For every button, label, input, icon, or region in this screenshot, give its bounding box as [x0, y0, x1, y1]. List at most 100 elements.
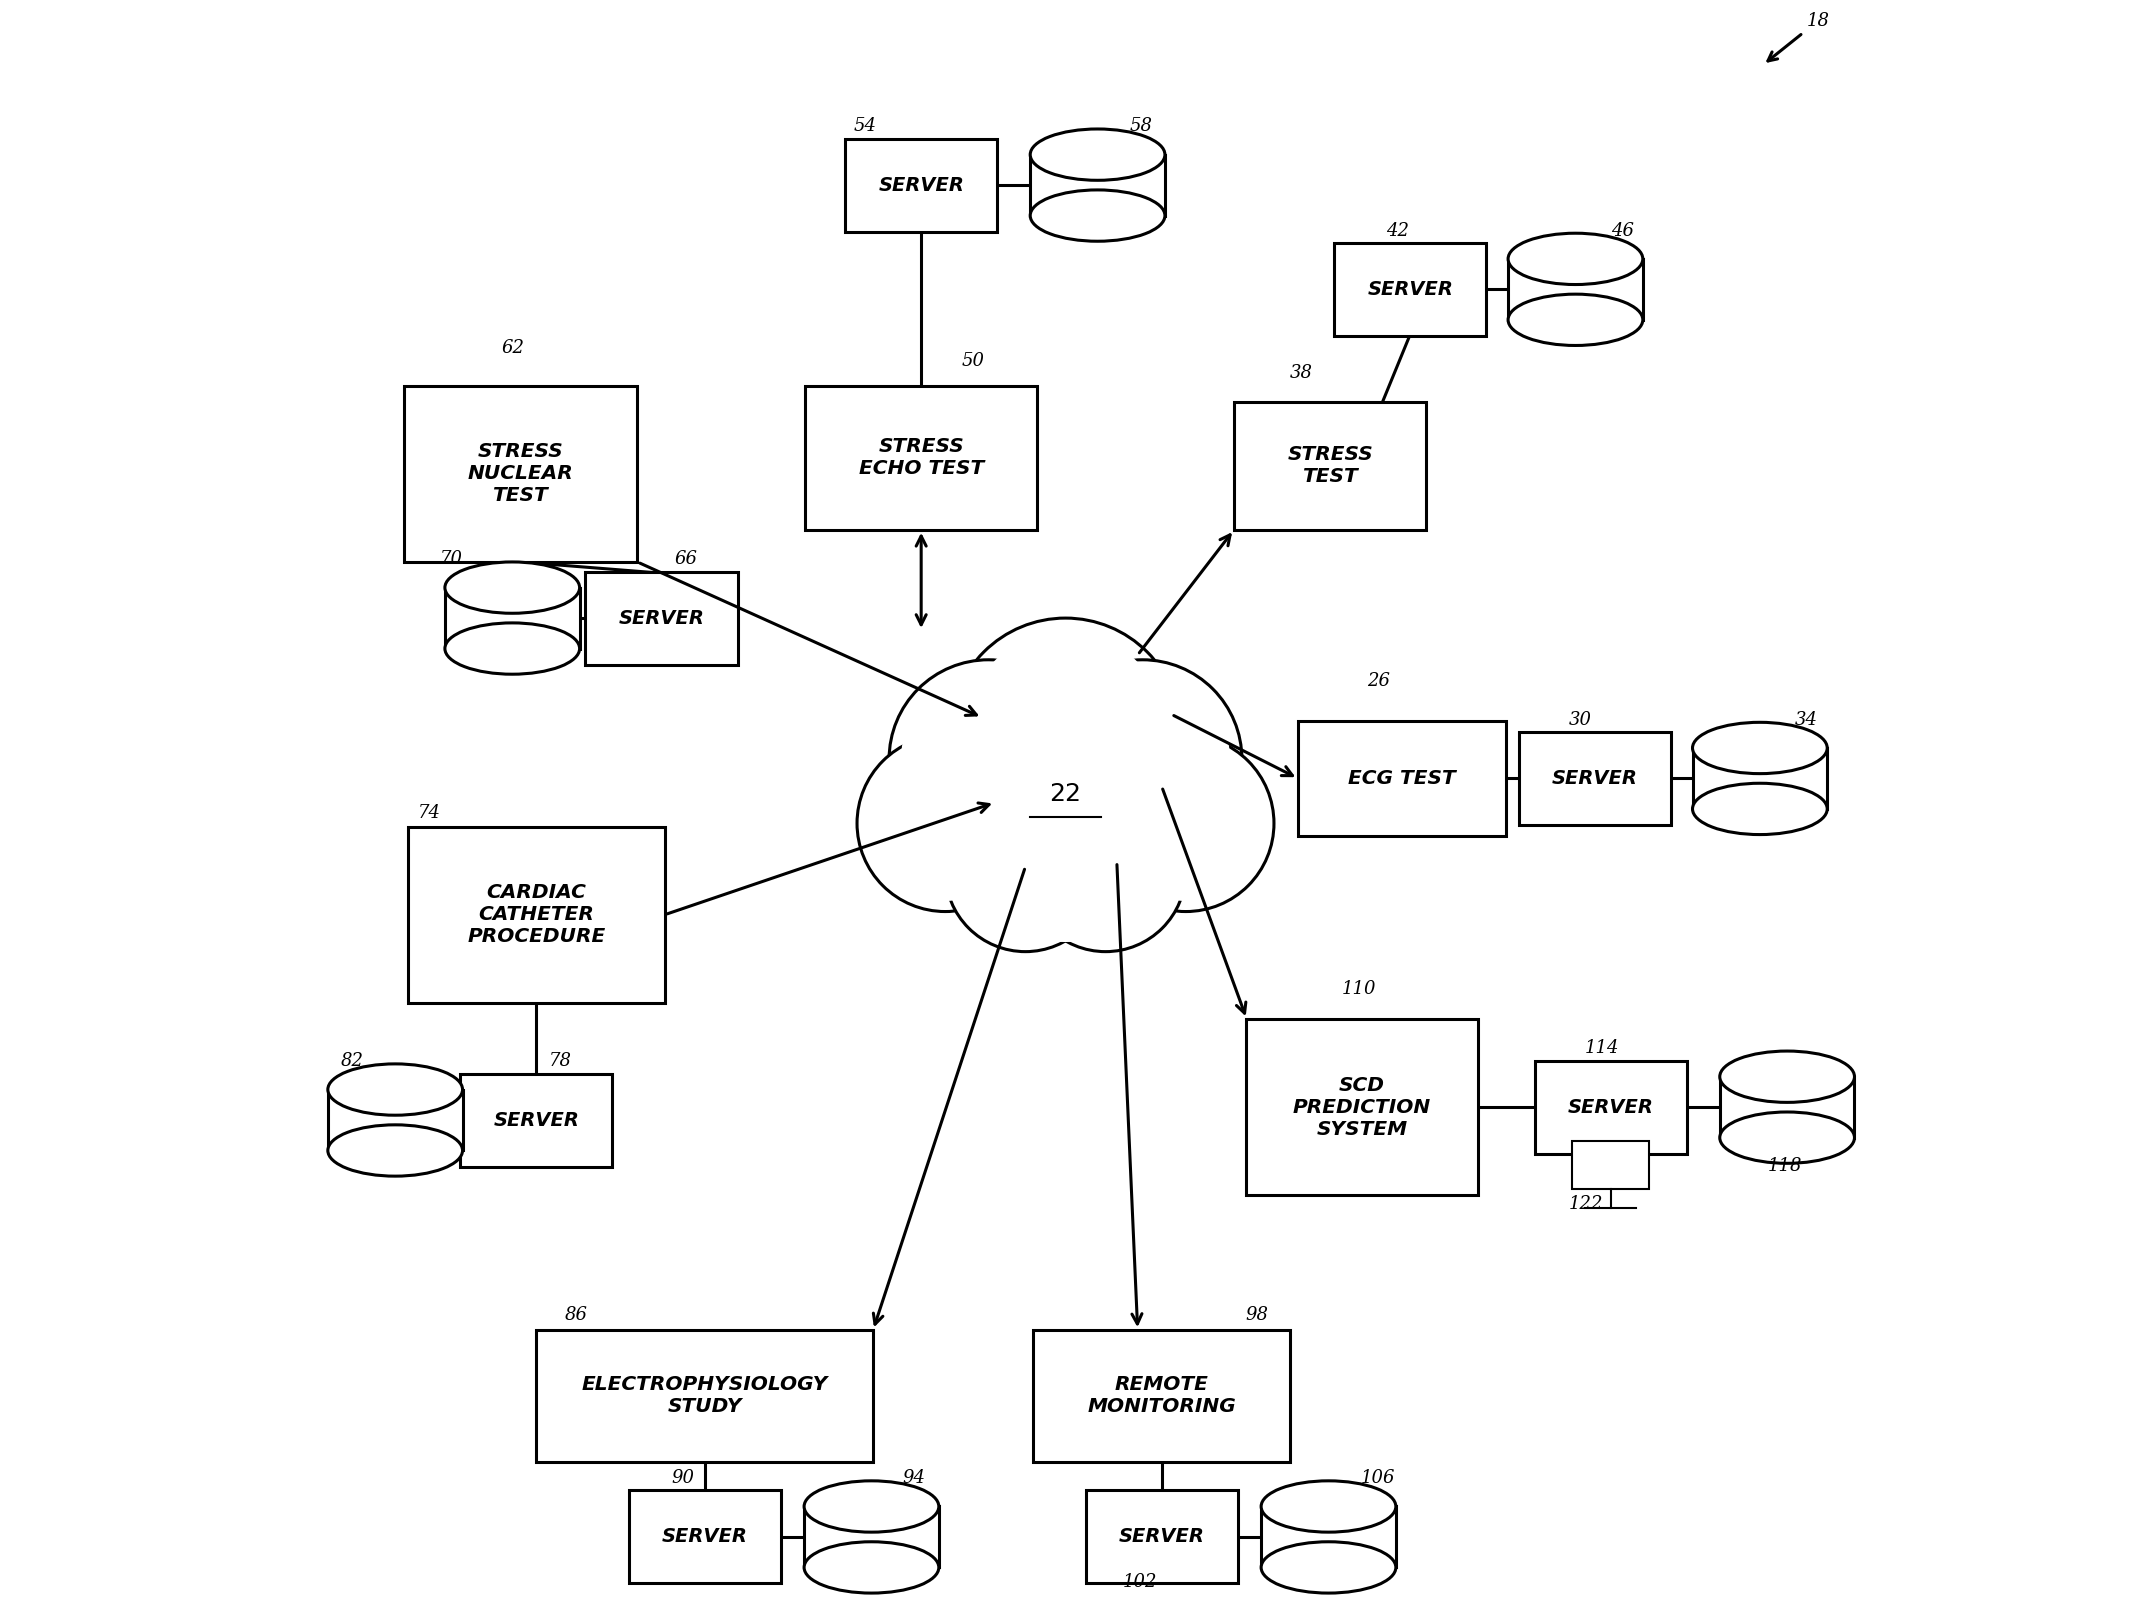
Circle shape — [1025, 791, 1185, 952]
Bar — [1085, 1491, 1238, 1584]
Text: SERVER: SERVER — [663, 1528, 748, 1547]
Circle shape — [901, 672, 1076, 847]
Text: 50: 50 — [961, 351, 985, 369]
Circle shape — [955, 801, 1095, 942]
Bar — [460, 1074, 612, 1167]
Text: ECG TEST: ECG TEST — [1349, 769, 1455, 788]
Text: 26: 26 — [1366, 672, 1389, 690]
Ellipse shape — [1029, 189, 1166, 241]
Ellipse shape — [1029, 128, 1166, 180]
Text: 74: 74 — [418, 804, 441, 822]
Bar — [1534, 1061, 1688, 1154]
Ellipse shape — [445, 562, 580, 613]
Text: 66: 66 — [673, 551, 697, 568]
Text: ELECTROPHYSIOLOGY
STUDY: ELECTROPHYSIOLOGY STUDY — [582, 1375, 827, 1416]
Ellipse shape — [1509, 233, 1643, 284]
Circle shape — [929, 674, 1202, 947]
Text: 114: 114 — [1585, 1040, 1620, 1058]
Polygon shape — [1509, 258, 1643, 319]
Text: REMOTE
MONITORING: REMOTE MONITORING — [1087, 1375, 1236, 1416]
Text: 62: 62 — [501, 339, 524, 356]
Circle shape — [1108, 746, 1264, 900]
Polygon shape — [1262, 1507, 1396, 1568]
Ellipse shape — [445, 623, 580, 674]
Circle shape — [933, 679, 1198, 942]
Text: SERVER: SERVER — [1368, 279, 1453, 299]
Bar — [1573, 1141, 1649, 1189]
Polygon shape — [1720, 1077, 1854, 1138]
Circle shape — [963, 632, 1168, 835]
Text: 94: 94 — [901, 1469, 925, 1488]
Circle shape — [950, 618, 1181, 849]
Text: 70: 70 — [441, 551, 462, 568]
Bar — [1334, 242, 1487, 335]
Text: SCD
PREDICTION
SYSTEM: SCD PREDICTION SYSTEM — [1294, 1075, 1432, 1138]
Circle shape — [1097, 735, 1274, 912]
Circle shape — [857, 735, 1034, 912]
Circle shape — [1055, 672, 1230, 847]
Text: 22: 22 — [1048, 783, 1083, 806]
Text: 18: 18 — [1807, 11, 1828, 29]
Text: 42: 42 — [1387, 221, 1409, 239]
Bar — [586, 571, 737, 664]
Text: 54: 54 — [855, 117, 876, 135]
Ellipse shape — [328, 1064, 462, 1115]
Text: 58: 58 — [1129, 117, 1153, 135]
Bar — [629, 1491, 780, 1584]
Text: 34: 34 — [1794, 711, 1818, 729]
Ellipse shape — [328, 1125, 462, 1176]
Polygon shape — [445, 587, 580, 648]
Circle shape — [1042, 660, 1242, 859]
Text: SERVER: SERVER — [1119, 1528, 1204, 1547]
Bar — [407, 827, 665, 1003]
Text: CARDIAC
CATHETER
PROCEDURE: CARDIAC CATHETER PROCEDURE — [467, 883, 605, 947]
Ellipse shape — [1692, 783, 1826, 835]
Ellipse shape — [1720, 1112, 1854, 1164]
Ellipse shape — [1509, 294, 1643, 345]
Circle shape — [950, 618, 1181, 849]
Text: 78: 78 — [550, 1053, 571, 1071]
Text: SERVER: SERVER — [1551, 769, 1637, 788]
Bar — [1247, 1019, 1479, 1196]
Bar — [846, 138, 997, 231]
Circle shape — [889, 660, 1089, 859]
Text: 82: 82 — [341, 1053, 364, 1071]
Text: 30: 30 — [1568, 711, 1592, 729]
Text: STRESS
NUCLEAR
TEST: STRESS NUCLEAR TEST — [467, 443, 573, 506]
Bar — [1519, 732, 1671, 825]
Text: STRESS
TEST: STRESS TEST — [1287, 445, 1372, 486]
Ellipse shape — [1262, 1542, 1396, 1594]
Ellipse shape — [1262, 1481, 1396, 1533]
Text: SERVER: SERVER — [618, 608, 705, 628]
Polygon shape — [1692, 748, 1826, 809]
Circle shape — [1025, 791, 1185, 952]
Text: 122: 122 — [1568, 1196, 1603, 1213]
Circle shape — [1097, 735, 1274, 912]
Bar — [1234, 401, 1426, 530]
Circle shape — [946, 791, 1106, 952]
Text: SERVER: SERVER — [1568, 1098, 1654, 1117]
Bar — [1298, 721, 1507, 836]
Circle shape — [857, 735, 1034, 912]
Polygon shape — [803, 1507, 940, 1568]
Text: 86: 86 — [565, 1306, 588, 1324]
Text: 98: 98 — [1245, 1306, 1268, 1324]
Text: 118: 118 — [1769, 1157, 1803, 1175]
Polygon shape — [328, 1090, 462, 1151]
Text: STRESS
ECHO TEST: STRESS ECHO TEST — [859, 437, 985, 478]
Text: SERVER: SERVER — [494, 1111, 580, 1130]
Circle shape — [946, 791, 1106, 952]
Ellipse shape — [803, 1481, 940, 1533]
Bar — [537, 1331, 874, 1462]
Text: 106: 106 — [1360, 1469, 1396, 1488]
Polygon shape — [1029, 154, 1166, 215]
Text: 46: 46 — [1611, 221, 1634, 239]
Bar — [1034, 1331, 1289, 1462]
Circle shape — [867, 746, 1023, 900]
Circle shape — [889, 660, 1089, 859]
Text: SERVER: SERVER — [878, 175, 963, 194]
Circle shape — [1042, 660, 1242, 859]
Text: 102: 102 — [1123, 1573, 1157, 1592]
Ellipse shape — [803, 1542, 940, 1594]
Bar — [806, 385, 1038, 530]
